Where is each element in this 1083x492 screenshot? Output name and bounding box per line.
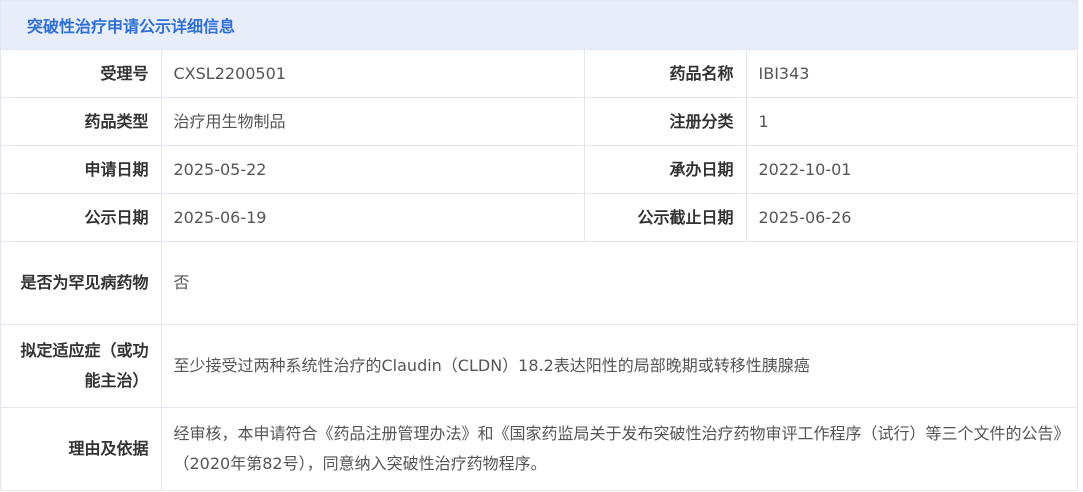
field-value: CXSL2200501 — [161, 50, 585, 98]
field-label: 理由及依据 — [1, 407, 162, 491]
table-row: 公示日期 2025-06-19 公示截止日期 2025-06-26 — [1, 193, 1077, 242]
table-row: 受理号 CXSL2200501 药品名称 IBI343 — [1, 50, 1077, 98]
panel-title: 突破性治疗申请公示详细信息 — [1, 1, 1077, 50]
field-value: 2025-06-19 — [161, 193, 585, 242]
field-label: 申请日期 — [1, 145, 162, 194]
field-value: IBI343 — [746, 50, 1077, 98]
table-row: 申请日期 2025-05-22 承办日期 2022-10-01 — [1, 145, 1077, 194]
field-label: 公示截止日期 — [584, 193, 747, 242]
table-row: 理由及依据 经审核，本申请符合《药品注册管理办法》和《国家药监局关于发布突破性治疗… — [1, 407, 1077, 491]
field-value: 2022-10-01 — [746, 145, 1077, 194]
table-row: 拟定适应症（或功能主治） 至少接受过两种系统性治疗的Claudin（CLDN）18… — [1, 324, 1077, 408]
detail-table: 受理号 CXSL2200501 药品名称 IBI343 药品类型 治疗用生物制品 注册分类 1… — [1, 50, 1077, 491]
field-value: 1 — [746, 97, 1077, 146]
field-label: 受理号 — [1, 50, 162, 98]
field-label: 公示日期 — [1, 193, 162, 242]
field-label: 药品类型 — [1, 97, 162, 146]
field-value: 否 — [161, 241, 1077, 325]
table-row: 是否为罕见病药物否 — [1, 241, 1077, 325]
field-value: 经审核，本申请符合《药品注册管理办法》和《国家药监局关于发布突破性治疗药物审评工… — [161, 407, 1077, 491]
field-label: 是否为罕见病药物 — [1, 241, 162, 325]
field-label: 药品名称 — [584, 50, 747, 98]
field-value: 2025-06-26 — [746, 193, 1077, 242]
field-label: 拟定适应症（或功能主治） — [1, 324, 162, 408]
field-label: 注册分类 — [584, 97, 747, 146]
field-value: 治疗用生物制品 — [161, 97, 585, 146]
field-value: 2025-05-22 — [161, 145, 585, 194]
field-label: 承办日期 — [584, 145, 747, 194]
table-row: 药品类型 治疗用生物制品 注册分类 1 — [1, 97, 1077, 146]
field-value: 至少接受过两种系统性治疗的Claudin（CLDN）18.2表达阳性的局部晚期或… — [161, 324, 1077, 408]
